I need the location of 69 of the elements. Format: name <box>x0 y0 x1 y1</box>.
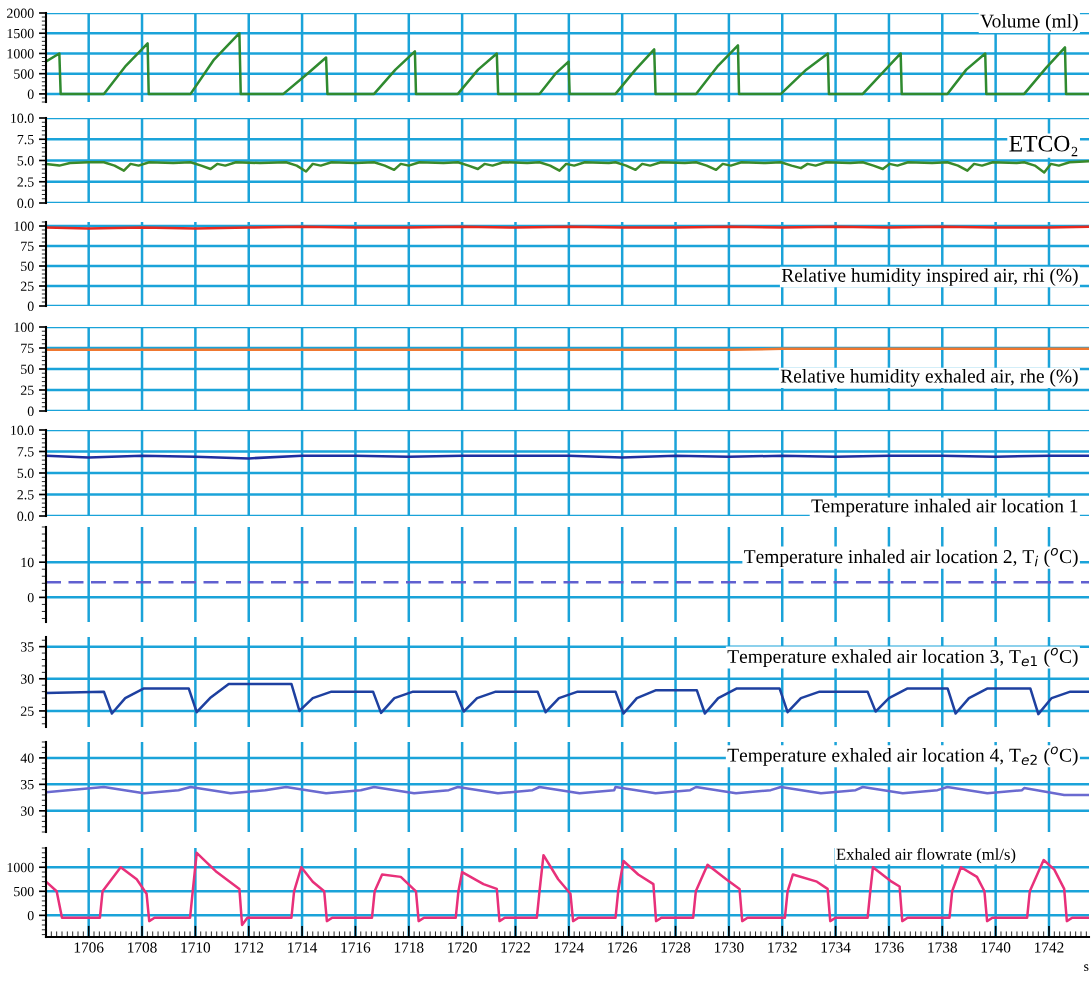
x-tick-label: 1718 <box>394 942 424 953</box>
y-tick-label: 10.0 <box>11 113 34 124</box>
y-tick-label: 25 <box>20 385 34 395</box>
line-series <box>46 160 1089 174</box>
x-tick-label: 1728 <box>661 942 691 953</box>
chart-title: Temperature exhaled air location 4, T$_{e2}$ ($^{o}$C) <box>727 746 1078 766</box>
chart-title: Exhaled air flowrate (ml/s) <box>836 848 1016 864</box>
y-tick-label: 75 <box>21 343 34 353</box>
text: ETCO₂ <box>1009 135 1078 157</box>
y-tick-label: 50 <box>21 261 34 271</box>
y-tick-label: 100 <box>14 221 34 231</box>
y-tick-label: 35 <box>20 779 34 790</box>
y-tick-label: 1000 <box>7 862 34 873</box>
y-tick-label: 2.5 <box>17 177 34 187</box>
x-tick-label: 1726 <box>608 942 638 953</box>
x-tick-label: 1714 <box>288 942 318 953</box>
y-tick-label: 7.5 <box>17 134 34 145</box>
x-tick-label: 1716 <box>341 942 371 953</box>
y-tick-label: 5.0 <box>17 468 34 479</box>
y-tick-label: 35 <box>20 642 34 652</box>
y-tick-label: 5.0 <box>17 156 34 166</box>
y-tick-label: 0 <box>27 89 34 99</box>
y-tick-label: 30 <box>20 806 34 816</box>
x-tick-label: 1732 <box>768 942 797 953</box>
y-tick-label: 10 <box>21 557 34 568</box>
x-tick-label: 1722 <box>501 942 530 953</box>
y-tick-label: 500 <box>14 69 34 79</box>
y-tick-label: 0.0 <box>17 198 34 209</box>
text: Temperature inhaled air location 2, T$_{i}$ ($^{o}$C) <box>744 547 1078 568</box>
y-tick-label: 0 <box>27 301 34 311</box>
x-tick-label: 1738 <box>928 942 957 953</box>
x-tick-label: 1734 <box>821 942 851 953</box>
y-tick-label: 0 <box>27 406 34 416</box>
y-tick-label: 100 <box>14 322 34 332</box>
line-series <box>46 31 1089 96</box>
y-tick-label: 2.5 <box>17 490 34 500</box>
text: Relative humidity inspired air, rhi (%) <box>781 268 1078 286</box>
y-tick-label: 0 <box>27 592 34 603</box>
y-tick-label: 1000 <box>7 49 34 59</box>
y-tick-label: 1500 <box>7 28 34 39</box>
y-tick-label: 40 <box>20 753 34 763</box>
y-tick-label: 0 <box>27 910 34 921</box>
x-tick-label: 1720 <box>448 942 477 953</box>
chart-title: Volume (ml) <box>980 13 1078 32</box>
y-tick-label: 500 <box>14 886 34 897</box>
y-tick-label: 2000 <box>7 8 34 18</box>
x-tick-label: 1740 <box>981 942 1011 953</box>
text: Relative humidity exhaled air, rhe (%) <box>780 369 1078 387</box>
y-tick-label: 25 <box>20 281 34 291</box>
text: Temperature inhaled air location 1 <box>811 498 1078 517</box>
x-tick-label: 1706 <box>74 942 104 953</box>
line-series <box>46 785 1089 797</box>
y-tick-label: 7.5 <box>17 447 34 457</box>
x-axis-title: s <box>1084 964 1089 972</box>
y-tick-label: 10.0 <box>11 425 34 436</box>
x-tick-label: 1708 <box>128 942 157 953</box>
y-tick-label: 0.0 <box>17 511 34 522</box>
y-tick-label: 75 <box>21 241 34 251</box>
y-tick-label: 30 <box>20 674 34 684</box>
text: Temperature exhaled air location 3, T$_{e1}$ ($^{o}$C) <box>727 647 1078 668</box>
x-tick-label: 1742 <box>1035 942 1064 953</box>
y-tick-label: 50 <box>21 364 34 374</box>
x-tick-label: 1710 <box>181 942 211 953</box>
y-tick-label: 25 <box>20 706 34 716</box>
x-tick-label: 1730 <box>714 942 744 953</box>
line-series <box>46 682 1089 716</box>
x-tick-label: 1736 <box>875 942 904 953</box>
x-tick-label: 1712 <box>234 942 264 953</box>
x-tick-label: 1724 <box>554 942 584 953</box>
